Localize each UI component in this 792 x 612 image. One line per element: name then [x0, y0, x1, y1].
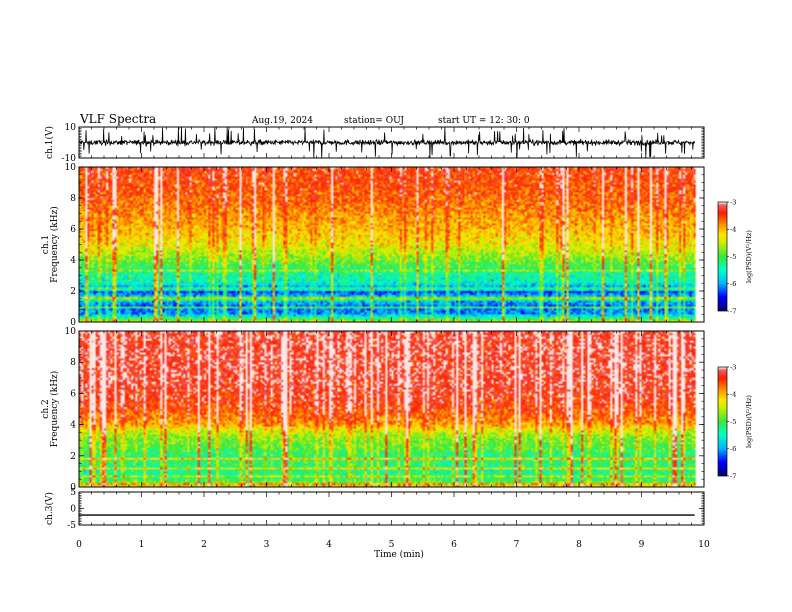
colorbar-tick-label: -6	[730, 445, 736, 453]
colorbar-label: log(PSD)(V²/Hz)	[745, 395, 753, 448]
y-tick-label: 6	[70, 225, 76, 235]
y-axis-label: ch.3(V)	[44, 492, 55, 525]
y-axis-label: ch.2	[41, 399, 51, 418]
ch1-colorbar: -3 -4 -5 -6 -7 log(PSD)(V²/Hz)	[717, 198, 753, 315]
x-tick-label: 7	[514, 540, 520, 550]
x-tick-label: 0	[76, 540, 82, 550]
x-tick-label: 1	[139, 540, 145, 550]
y-tick-label: 6	[70, 389, 76, 399]
y-tick-label: 10	[65, 327, 77, 337]
ch1-spectrogram-panel: 0 2 4 6 8 10 ch.1 Frequency (kHz)	[41, 163, 705, 328]
colorbar-gradient	[718, 202, 727, 311]
y-tick-label: -5	[67, 521, 76, 531]
y-axis-label: Frequency (kHz)	[49, 206, 60, 283]
y-axis-label: Frequency (kHz)	[49, 371, 60, 448]
x-tick-label: 4	[326, 540, 332, 550]
ch1-spectrogram-image	[79, 167, 704, 322]
x-tick-label: 5	[389, 540, 395, 550]
y-tick-label: 8	[70, 358, 76, 368]
ch1-waveform-panel: 10 -10 ch.1(V)	[44, 123, 705, 164]
colorbar-gradient	[718, 367, 727, 476]
ch2-spectrogram-image	[79, 331, 704, 487]
colorbar-tick-label: -3	[730, 363, 736, 371]
x-tick-label: 2	[201, 540, 207, 550]
y-tick-label: 0	[70, 505, 76, 515]
y-tick-label: 4	[70, 421, 76, 431]
colorbar-tick-label: -4	[730, 226, 736, 234]
y-tick-label: 2	[70, 287, 76, 297]
colorbar-tick-label: -7	[730, 307, 736, 315]
x-tick-label: 8	[576, 540, 582, 550]
ch2-colorbar: -3 -4 -5 -6 -7 log(PSD)(V²/Hz)	[717, 363, 753, 480]
y-axis-label: ch.1	[41, 235, 51, 254]
y-axis-label: ch.1(V)	[44, 126, 55, 159]
station-label: station= OUJ	[344, 116, 404, 126]
x-tick-label: 9	[639, 540, 645, 550]
x-tick-label: 10	[698, 540, 710, 550]
x-tick-label: 6	[451, 540, 457, 550]
colorbar-label: log(PSD)(V²/Hz)	[745, 230, 753, 283]
colorbar-tick-label: -5	[730, 418, 736, 426]
ch3-waveform-panel: 5 0 -5 ch.3(V)	[44, 488, 705, 531]
x-tick-label: 3	[264, 540, 270, 550]
time-axis: 0 1 2 3 4 5 6 7 8 9 10	[76, 540, 710, 550]
colorbar-tick-label: -3	[730, 198, 736, 206]
y-tick-label: 4	[70, 256, 76, 266]
x-axis-label: Time (min)	[374, 549, 424, 560]
colorbar-tick-label: -4	[730, 391, 736, 399]
colorbar-tick-label: -6	[730, 280, 736, 288]
y-tick-label: 2	[70, 452, 76, 462]
y-tick-label: 10	[65, 123, 77, 133]
y-tick-label: 10	[65, 163, 77, 173]
colorbar-tick-label: -5	[730, 253, 736, 261]
start-time-label: start UT = 12: 30: 0	[438, 116, 530, 126]
figure-title: VLF Spectra	[79, 112, 156, 126]
y-tick-label: 0	[70, 318, 76, 328]
y-tick-label: -10	[62, 154, 77, 164]
colorbar-tick-label: -7	[730, 472, 736, 480]
ch2-spectrogram-panel: 0 2 4 6 8 10 ch.2 Frequency (kHz)	[41, 327, 705, 493]
ch1-trace	[78, 127, 696, 158]
date-label: Aug.19, 2024	[251, 116, 313, 126]
y-tick-label: 0	[70, 483, 76, 493]
y-tick-label: 5	[70, 488, 76, 498]
y-tick-label: 8	[70, 194, 76, 204]
